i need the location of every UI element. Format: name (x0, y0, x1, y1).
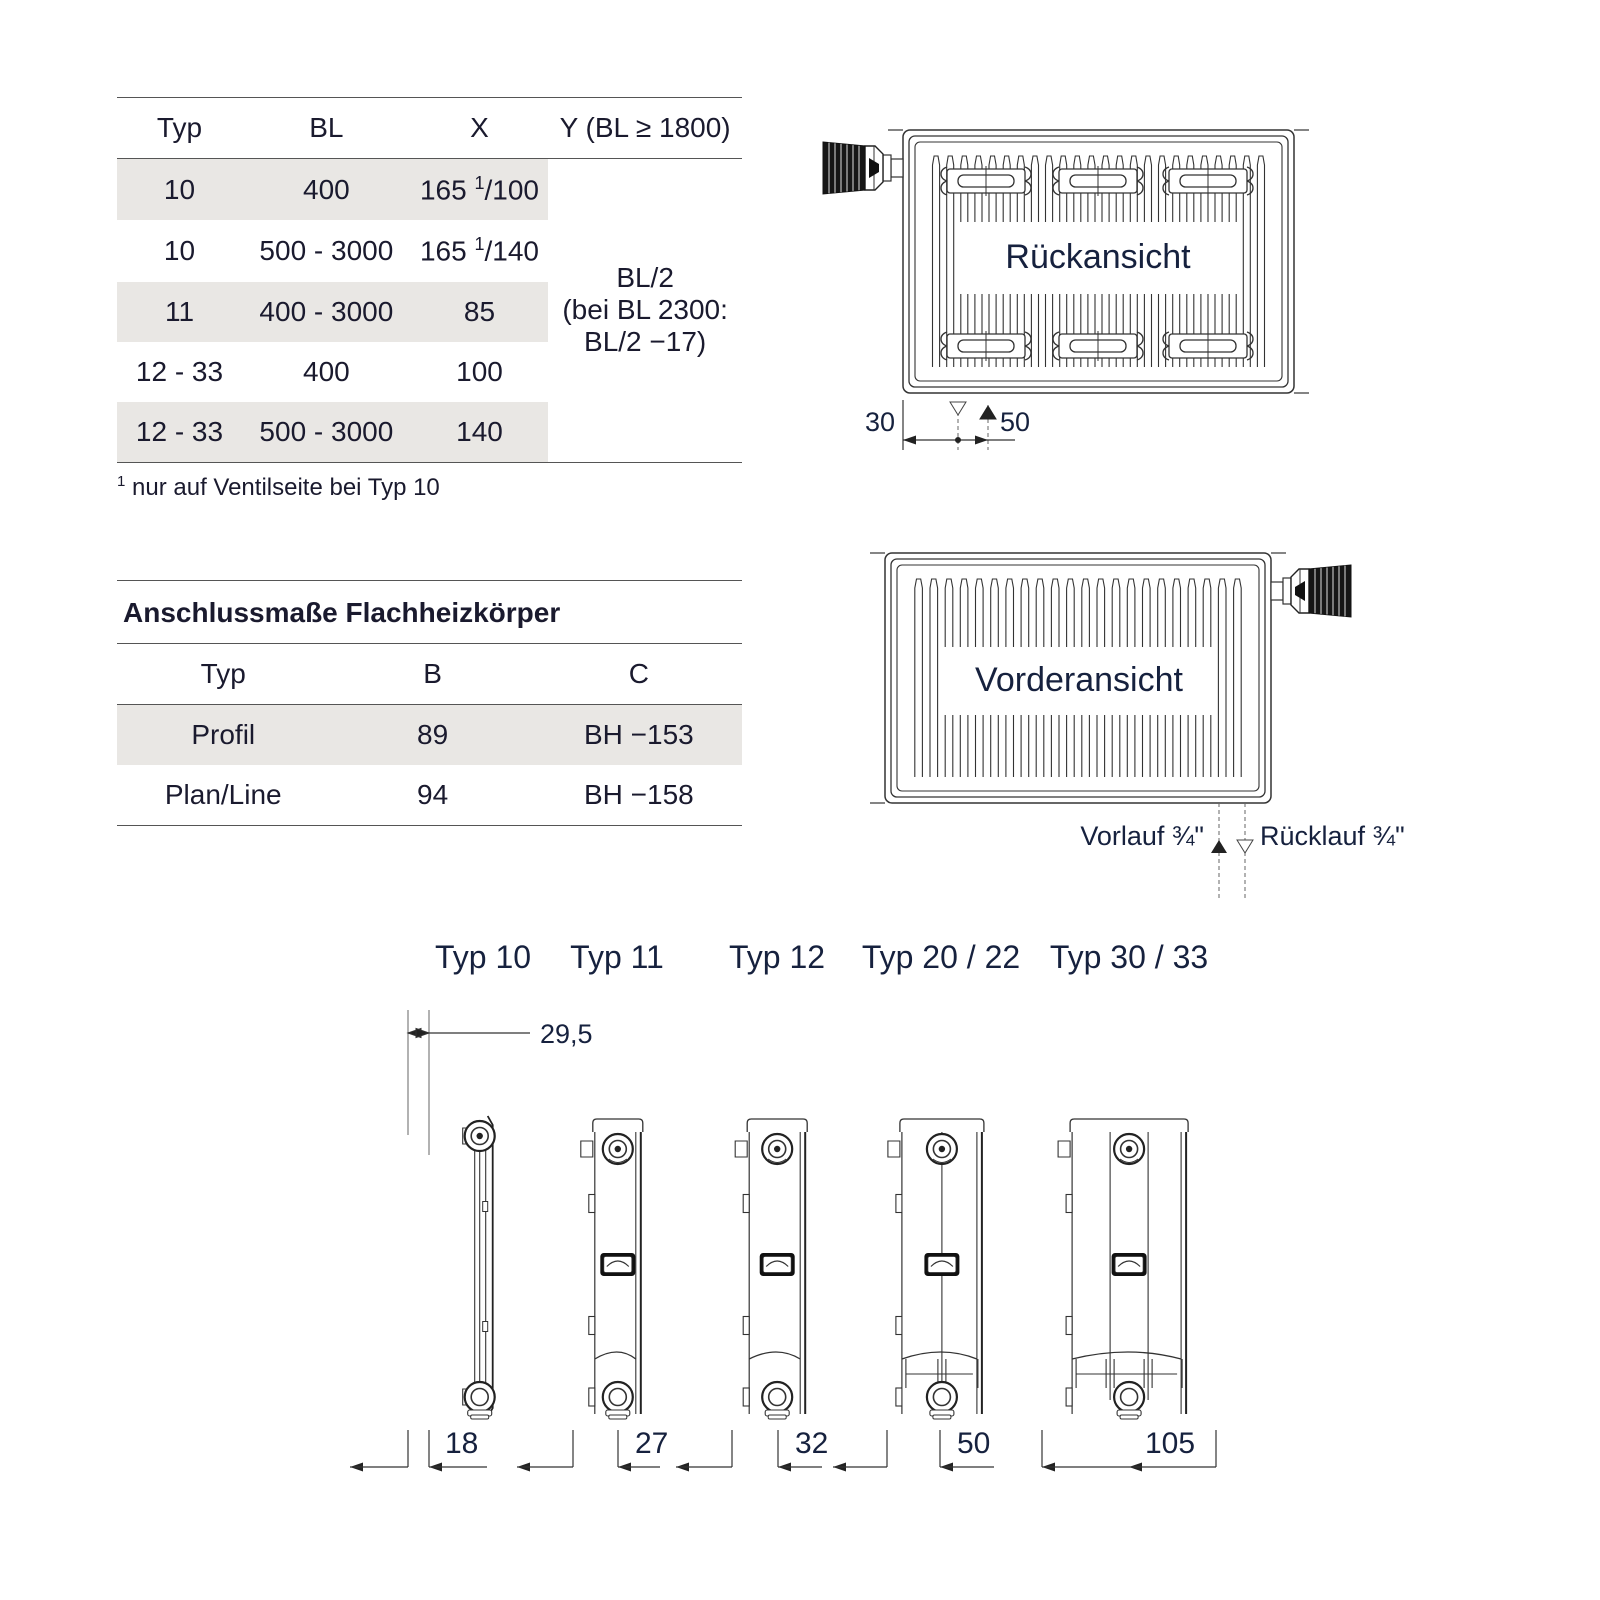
svg-text:50: 50 (957, 1427, 990, 1460)
svg-text:Typ 12: Typ 12 (729, 939, 825, 975)
svg-text:18: 18 (445, 1427, 478, 1460)
svg-text:Typ 30 / 33: Typ 30 / 33 (1050, 939, 1208, 975)
svg-text:32: 32 (795, 1427, 828, 1460)
svg-text:Typ 10: Typ 10 (435, 939, 531, 975)
svg-text:105: 105 (1145, 1427, 1195, 1460)
svg-text:27: 27 (635, 1427, 668, 1460)
svg-text:Typ 11: Typ 11 (570, 939, 664, 975)
svg-text:29,5: 29,5 (540, 1019, 593, 1049)
svg-text:Typ 20 / 22: Typ 20 / 22 (862, 939, 1020, 975)
